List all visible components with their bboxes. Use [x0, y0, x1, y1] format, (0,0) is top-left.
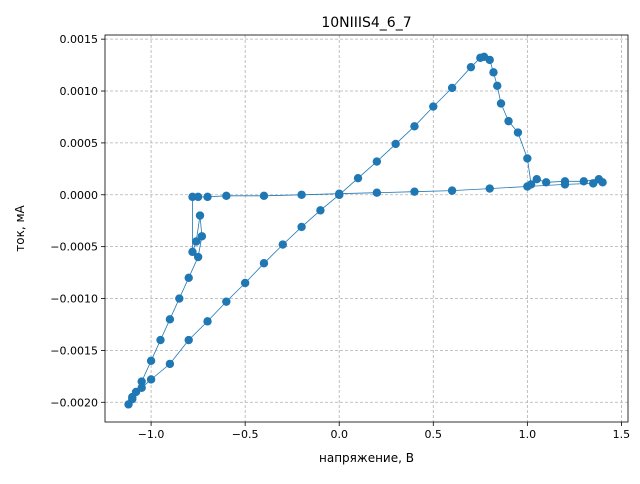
data-point: [259, 259, 269, 268]
data-point: [195, 211, 205, 220]
data-point: [137, 377, 146, 386]
data-point: [513, 128, 523, 137]
data-point: [410, 187, 419, 196]
data-point: [297, 222, 306, 232]
data-point: [523, 182, 532, 191]
data-point: [278, 240, 287, 249]
data-point: [175, 294, 184, 303]
data-point: [335, 190, 344, 199]
data-point: [203, 192, 212, 202]
x-tick-label: 0.0: [330, 428, 348, 441]
x-tick-label: 0.5: [425, 428, 443, 441]
data-point: [353, 173, 363, 183]
axes-frame: [104, 34, 629, 423]
y-axis-label: ток, мА: [13, 204, 27, 251]
data-point: [372, 188, 382, 197]
data-point: [240, 278, 250, 288]
x-tick-label: −0.5: [232, 428, 259, 441]
data-point: [165, 315, 175, 324]
data-point: [579, 177, 588, 186]
data-point: [193, 252, 203, 262]
data-point: [146, 356, 156, 365]
data-point: [560, 180, 570, 189]
data-point: [598, 178, 607, 187]
data-point: [184, 335, 193, 345]
data-point: [489, 68, 498, 77]
data-point: [447, 83, 457, 93]
data-point: [259, 191, 269, 201]
data-point: [504, 116, 513, 126]
data-point: [372, 157, 382, 166]
data-point: [184, 273, 193, 282]
data-point: [165, 359, 175, 369]
y-tick-label: 0.0005: [60, 137, 99, 150]
data-point: [192, 237, 201, 246]
data-point: [523, 154, 532, 163]
data-point: [391, 139, 400, 149]
data-point: [188, 247, 197, 257]
data-series: [124, 52, 607, 409]
data-point: [485, 184, 494, 193]
y-tick-label: 0.0000: [60, 189, 99, 202]
data-point: [588, 179, 598, 188]
data-point: [410, 122, 419, 131]
data-point: [496, 99, 506, 108]
data-point: [128, 392, 137, 402]
x-tick-label: −1.0: [138, 428, 165, 441]
data-point: [447, 186, 457, 195]
data-point: [156, 335, 165, 345]
data-point: [297, 190, 306, 199]
data-point: [222, 191, 231, 201]
data-point: [466, 62, 476, 72]
y-tick-label: −0.0020: [50, 396, 98, 409]
x-tick-label: 1.5: [613, 428, 631, 441]
data-point: [541, 178, 551, 187]
data-point: [222, 297, 231, 306]
data-point: [188, 192, 197, 202]
data-point: [493, 81, 502, 91]
chart-title: 10NIIIS4_6_7: [321, 15, 411, 31]
data-point: [137, 383, 146, 392]
y-tick-label: 0.0015: [60, 33, 99, 46]
y-tick-label: −0.0015: [50, 344, 98, 357]
data-point: [124, 400, 133, 409]
y-tick-label: 0.0010: [60, 85, 99, 98]
data-point: [532, 175, 541, 184]
data-point: [203, 317, 212, 326]
data-point: [485, 55, 494, 65]
y-tick-label: −0.0005: [50, 241, 98, 254]
axis-ticks: −1.0 −0.5 0.0 0.5 1.0 1.5 −0.0020 −0.0015 −0.001…: [50, 33, 630, 441]
data-point: [197, 232, 207, 241]
data-point: [146, 375, 156, 384]
x-tick-label: 1.0: [519, 428, 537, 441]
data-point: [429, 102, 438, 111]
x-axis-label: напряжение, В: [319, 451, 414, 465]
data-point: [316, 206, 325, 215]
y-tick-label: −0.0010: [50, 293, 98, 306]
